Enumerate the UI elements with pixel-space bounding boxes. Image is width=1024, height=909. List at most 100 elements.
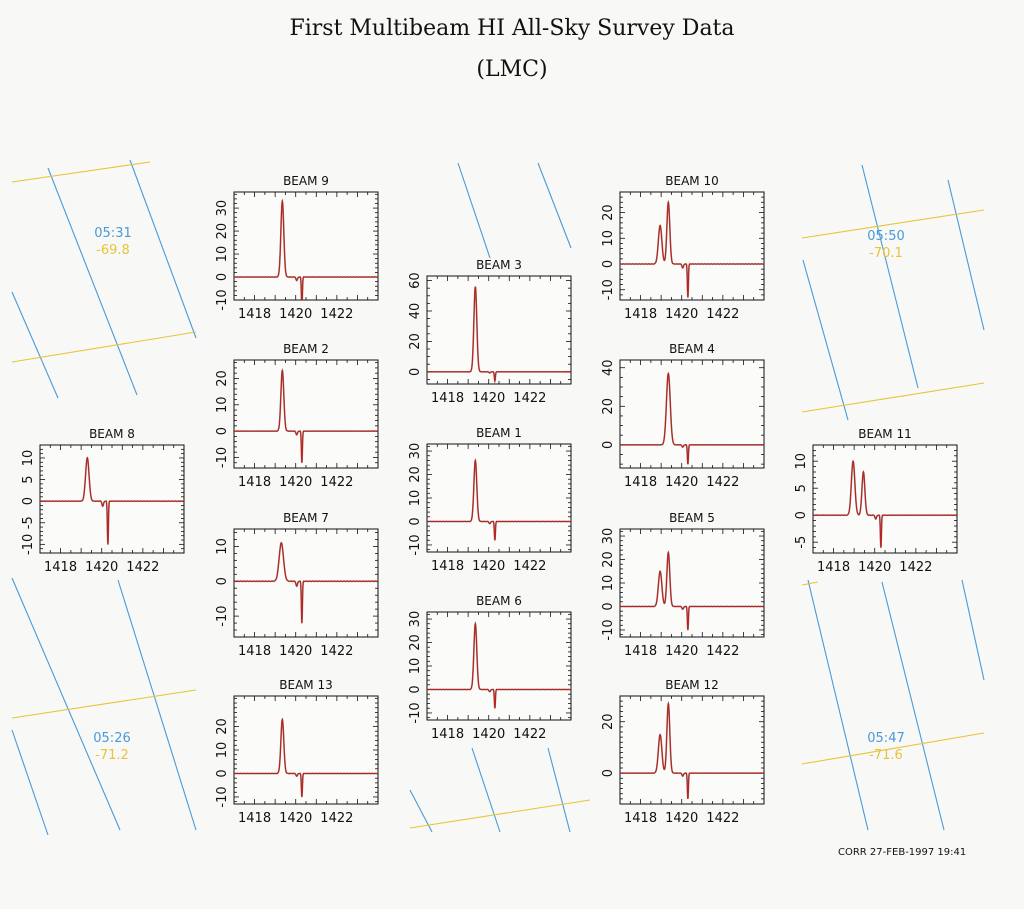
y-tick-label: 0	[21, 497, 36, 505]
y-tick-label: 10	[215, 246, 230, 263]
grid-line	[11, 577, 121, 831]
y-tick-label: 20	[601, 713, 616, 730]
y-tick-label: 20	[215, 223, 230, 240]
y-tick-label: -10	[408, 702, 423, 723]
grid-line	[47, 167, 138, 396]
spectrum-line	[233, 717, 379, 798]
plot-frame	[619, 359, 765, 469]
y-tick-label: 0	[601, 260, 616, 268]
grid-line	[881, 581, 945, 831]
chart-title: BEAM 11	[858, 427, 911, 441]
x-tick-label: 1422	[320, 475, 353, 490]
y-tick-label: 0	[794, 511, 809, 519]
y-tick-label: -10	[21, 534, 36, 555]
spectrum-line	[233, 199, 379, 301]
y-tick-label: 20	[408, 333, 423, 350]
spectrum-line	[426, 458, 572, 541]
grid-line	[409, 799, 591, 829]
y-tick-label: 40	[601, 359, 616, 376]
chart-title: BEAM 2	[283, 342, 329, 356]
y-tick-label: -10	[215, 289, 230, 310]
plot-frame	[619, 695, 765, 805]
y-tick-label: -10	[215, 786, 230, 807]
grid-line	[409, 789, 433, 833]
x-tick-label: 1422	[320, 307, 353, 322]
coordinate-dec-label: -70.1	[869, 246, 903, 261]
grid-line	[547, 747, 571, 833]
y-tick-label: 0	[601, 769, 616, 777]
x-tick-label: 1418	[238, 307, 271, 322]
grid-line	[961, 579, 985, 681]
chart-title: BEAM 7	[283, 511, 329, 525]
y-tick-label: 0	[408, 368, 423, 376]
chart-title: BEAM 1	[476, 426, 522, 440]
plot-frame	[619, 528, 765, 638]
y-tick-label: 0	[408, 685, 423, 693]
y-tick-label: 10	[601, 230, 616, 247]
chart-panel: BEAM 5 1418 1420 1422 -10 0 10 20 30	[601, 511, 765, 659]
x-tick-label: 1420	[279, 811, 312, 826]
y-tick-label: -10	[215, 605, 230, 626]
x-tick-label: 1420	[472, 727, 505, 742]
plot-frame	[619, 191, 765, 301]
x-tick-label: 1420	[665, 644, 698, 659]
page-subtitle: (LMC)	[476, 57, 548, 82]
chart-title: BEAM 3	[476, 258, 522, 272]
plot-frame	[233, 191, 379, 301]
y-tick-label: 0	[215, 427, 230, 435]
x-tick-label: 1422	[513, 727, 546, 742]
chart-title: BEAM 12	[665, 678, 718, 692]
x-tick-label: 1418	[431, 727, 464, 742]
x-tick-label: 1418	[624, 475, 657, 490]
y-tick-label: 20	[601, 204, 616, 221]
grid-line	[471, 747, 501, 833]
y-tick-label: 20	[601, 551, 616, 568]
timestamp-stamp: CORR 27-FEB-1997 19:41	[838, 847, 967, 858]
x-tick-label: 1422	[320, 811, 353, 826]
y-tick-label: 0	[601, 602, 616, 610]
spectrum-line	[812, 460, 958, 548]
grid-line	[801, 382, 985, 413]
x-tick-label: 1422	[706, 811, 739, 826]
y-tick-label: 30	[408, 611, 423, 628]
y-tick-label: 10	[601, 575, 616, 592]
grid-line	[537, 162, 572, 249]
coordinate-ra-label: 05:50	[867, 229, 904, 244]
y-tick-label: -10	[215, 447, 230, 468]
y-tick-label: -5	[794, 536, 809, 549]
spectrum-line	[619, 701, 765, 800]
x-tick-label: 1418	[238, 644, 271, 659]
y-tick-label: 5	[794, 484, 809, 492]
chart-panel: BEAM 6 1418 1420 1422 -10 0 10 20 30	[408, 594, 572, 742]
x-tick-label: 1418	[624, 307, 657, 322]
spectrum-line	[619, 550, 765, 631]
y-tick-label: -10	[601, 619, 616, 640]
chart-title: BEAM 10	[665, 174, 718, 188]
x-tick-label: 1420	[279, 475, 312, 490]
x-tick-label: 1422	[899, 560, 932, 575]
x-tick-label: 1420	[472, 391, 505, 406]
y-tick-label: 20	[215, 718, 230, 735]
y-tick-label: 10	[794, 453, 809, 470]
y-tick-label: 20	[408, 634, 423, 651]
coordinate-dec-label: -69.8	[96, 243, 130, 258]
x-tick-label: 1422	[513, 559, 546, 574]
x-tick-label: 1422	[706, 644, 739, 659]
chart-panel: BEAM 8 1418 1420 1422 -10 -5 0 5 10	[21, 427, 185, 575]
spectrum-line	[233, 368, 379, 463]
x-tick-label: 1422	[126, 560, 159, 575]
plot-frame	[812, 444, 958, 554]
x-tick-label: 1418	[238, 811, 271, 826]
y-tick-label: 10	[21, 450, 36, 467]
grid-line	[801, 581, 819, 586]
y-tick-label: 5	[21, 475, 36, 483]
y-tick-label: 0	[215, 769, 230, 777]
grid-line	[802, 259, 849, 421]
y-tick-label: 10	[215, 742, 230, 759]
plot-frame	[233, 695, 379, 805]
grid-line	[11, 689, 197, 719]
y-tick-label: 0	[601, 441, 616, 449]
y-tick-label: 0	[408, 517, 423, 525]
x-tick-label: 1422	[706, 307, 739, 322]
y-tick-label: 20	[408, 466, 423, 483]
